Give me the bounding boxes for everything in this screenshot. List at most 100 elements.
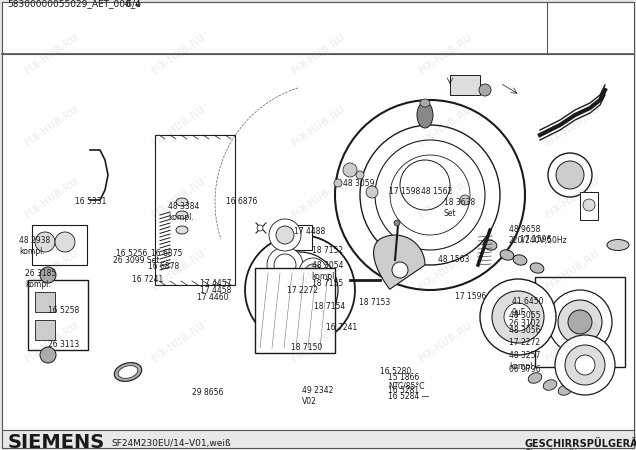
Text: 16 7241: 16 7241 [326, 323, 357, 332]
Bar [535, 277, 625, 367]
Text: FIX-HUB.RU: FIX-HUB.RU [149, 320, 207, 364]
Text: FIX-HUB.RU: FIX-HUB.RU [289, 176, 347, 220]
Text: 48 9658
220/240V,50Hz: 48 9658 220/240V,50Hz [509, 225, 567, 245]
Circle shape [583, 199, 595, 211]
Text: FIX-HUB.RU: FIX-HUB.RU [289, 32, 347, 76]
Text: 49 2342
V02: 49 2342 V02 [302, 386, 333, 406]
Text: 16 5331: 16 5331 [75, 197, 106, 206]
Circle shape [394, 220, 400, 226]
Ellipse shape [417, 102, 433, 128]
Text: Standgeräte: Standgeräte [525, 449, 585, 450]
Ellipse shape [500, 250, 514, 260]
Circle shape [460, 195, 470, 205]
Circle shape [555, 335, 615, 395]
Text: 16 7241: 16 7241 [132, 275, 163, 284]
Ellipse shape [558, 385, 572, 395]
Text: 17 1596: 17 1596 [520, 235, 551, 244]
Text: 17 2272: 17 2272 [509, 338, 540, 347]
Circle shape [305, 264, 321, 280]
Text: SF24M230EU/14–V01,weiß
SF24M230EU/21–V02,weiß
SF24M230EU/23–V03,weiß: SF24M230EU/14–V01,weiß SF24M230EU/21–V02… [111, 439, 231, 450]
Text: 16 5284 —: 16 5284 — [388, 392, 429, 401]
Bar [35, 320, 55, 340]
Text: 17 4460: 17 4460 [197, 293, 229, 302]
Circle shape [480, 279, 556, 355]
Circle shape [334, 179, 342, 187]
Bar [450, 75, 480, 95]
Text: 17 2272: 17 2272 [287, 286, 319, 295]
Ellipse shape [114, 363, 142, 382]
Circle shape [492, 291, 544, 343]
Text: 26 3185
kompl.: 26 3185 kompl. [25, 269, 57, 289]
Text: FIX-HUB.RU: FIX-HUB.RU [22, 176, 80, 220]
Text: 18 7155: 18 7155 [312, 279, 343, 288]
Text: GESCHIRRSPÜLGERÄTE: GESCHIRRSPÜLGERÄTE [525, 439, 636, 449]
Circle shape [343, 163, 357, 177]
Text: 48 2938
kompl.: 48 2938 kompl. [19, 236, 50, 256]
Circle shape [35, 232, 55, 252]
Circle shape [556, 161, 584, 189]
Text: 48 3059: 48 3059 [343, 179, 375, 188]
Circle shape [335, 100, 525, 290]
Text: FIX-HUB.RU: FIX-HUB.RU [22, 104, 80, 148]
Ellipse shape [118, 366, 138, 378]
Text: NTC/85°C: NTC/85°C [388, 382, 424, 391]
Circle shape [479, 84, 491, 96]
Circle shape [257, 225, 263, 231]
Circle shape [274, 254, 296, 276]
Text: 48 3257
kompl.: 48 3257 kompl. [509, 351, 540, 371]
Text: FIX-HUB.RU: FIX-HUB.RU [149, 176, 207, 220]
Text: -6/4: -6/4 [124, 0, 142, 8]
Text: 48 3055: 48 3055 [509, 311, 541, 320]
Ellipse shape [483, 240, 497, 250]
Text: 06 9796: 06 9796 [509, 365, 541, 374]
Text: 48 1563: 48 1563 [438, 255, 469, 264]
Text: 48 1562: 48 1562 [421, 187, 452, 196]
Bar [155, 135, 235, 285]
Text: SIEMENS: SIEMENS [8, 433, 105, 450]
Text: 48 3054
kompl.: 48 3054 kompl. [312, 261, 343, 281]
Text: 26 3102: 26 3102 [509, 319, 540, 328]
Text: 16 5258: 16 5258 [48, 306, 79, 315]
Text: 18 7154: 18 7154 [314, 302, 345, 311]
Text: 15 1866: 15 1866 [388, 374, 419, 382]
Text: FIX-HUB.RU: FIX-HUB.RU [22, 32, 80, 76]
Text: 16 5256: 16 5256 [116, 249, 148, 258]
Bar [255, 268, 335, 353]
Text: FIX-HUB.RU: FIX-HUB.RU [22, 320, 80, 364]
Text: 58300000055029_AET_000_e: 58300000055029_AET_000_e [8, 0, 141, 8]
Circle shape [278, 268, 322, 312]
Text: 41 6450
9µF: 41 6450 9µF [512, 297, 544, 317]
Circle shape [565, 345, 605, 385]
Circle shape [568, 310, 592, 334]
Circle shape [299, 258, 327, 286]
Text: 48 3056: 48 3056 [509, 326, 541, 335]
Ellipse shape [176, 226, 188, 234]
Circle shape [269, 219, 301, 251]
Text: FIX-HUB.RU: FIX-HUB.RU [289, 248, 347, 292]
Circle shape [245, 235, 355, 345]
Circle shape [575, 355, 595, 375]
Circle shape [356, 171, 364, 179]
Text: FIX-HUB.RU: FIX-HUB.RU [544, 176, 601, 220]
Bar [288, 225, 312, 250]
Bar [32, 225, 87, 265]
Text: FIX-HUB.RU: FIX-HUB.RU [289, 104, 347, 148]
Circle shape [276, 226, 294, 244]
Bar [35, 292, 55, 312]
Text: 16 5280: 16 5280 [380, 367, 411, 376]
Circle shape [40, 267, 56, 283]
Text: 16 6876: 16 6876 [226, 197, 257, 206]
Text: FIX-HUB.RU: FIX-HUB.RU [417, 320, 474, 364]
Text: 18 3638
Set: 18 3638 Set [444, 198, 475, 218]
Bar [2, 2, 634, 54]
Circle shape [392, 262, 408, 278]
Text: FIX-HUB.RU: FIX-HUB.RU [22, 248, 80, 292]
Ellipse shape [607, 239, 629, 251]
Circle shape [558, 300, 602, 344]
Text: 17 4458: 17 4458 [200, 286, 232, 295]
Circle shape [40, 347, 56, 363]
Ellipse shape [530, 263, 544, 273]
Text: FIX-HUB.RU: FIX-HUB.RU [417, 248, 474, 292]
Text: 48 3384
kompl.: 48 3384 kompl. [168, 202, 199, 222]
Text: FIX-HUB.RU: FIX-HUB.RU [149, 104, 207, 148]
